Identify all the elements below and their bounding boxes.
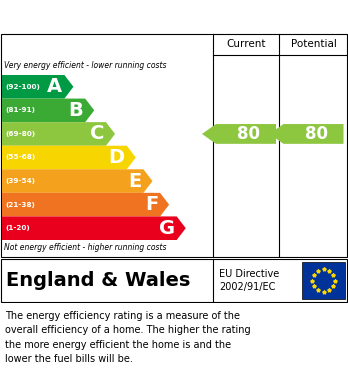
- Text: England & Wales: England & Wales: [6, 271, 190, 290]
- Text: Not energy efficient - higher running costs: Not energy efficient - higher running co…: [4, 244, 166, 253]
- Polygon shape: [269, 124, 343, 144]
- Text: Energy Efficiency Rating: Energy Efficiency Rating: [8, 9, 218, 24]
- Text: (55-68): (55-68): [5, 154, 35, 160]
- Text: E: E: [128, 172, 141, 190]
- Polygon shape: [2, 122, 115, 146]
- Text: The energy efficiency rating is a measure of the
overall efficiency of a home. T: The energy efficiency rating is a measur…: [5, 311, 251, 364]
- Polygon shape: [2, 146, 136, 169]
- Text: EU Directive
2002/91/EC: EU Directive 2002/91/EC: [219, 269, 279, 292]
- Polygon shape: [2, 169, 152, 193]
- Polygon shape: [2, 75, 73, 99]
- Text: (1-20): (1-20): [5, 225, 30, 231]
- Text: (69-80): (69-80): [5, 131, 35, 137]
- Text: D: D: [109, 148, 125, 167]
- Polygon shape: [202, 124, 276, 144]
- Text: 80: 80: [237, 125, 260, 143]
- Polygon shape: [2, 99, 94, 122]
- Text: Potential: Potential: [291, 39, 337, 49]
- Text: Current: Current: [226, 39, 266, 49]
- Text: (81-91): (81-91): [5, 108, 35, 113]
- Text: 80: 80: [305, 125, 328, 143]
- Text: F: F: [145, 195, 158, 214]
- Text: (21-38): (21-38): [5, 202, 35, 208]
- Text: (39-54): (39-54): [5, 178, 35, 184]
- Text: A: A: [47, 77, 62, 96]
- Text: Very energy efficient - lower running costs: Very energy efficient - lower running co…: [4, 61, 166, 70]
- Text: (92-100): (92-100): [5, 84, 40, 90]
- Text: B: B: [69, 101, 83, 120]
- Text: C: C: [90, 124, 104, 143]
- Text: G: G: [159, 219, 175, 238]
- Polygon shape: [2, 217, 186, 240]
- Polygon shape: [2, 193, 169, 217]
- Bar: [302, 262, 345, 299]
